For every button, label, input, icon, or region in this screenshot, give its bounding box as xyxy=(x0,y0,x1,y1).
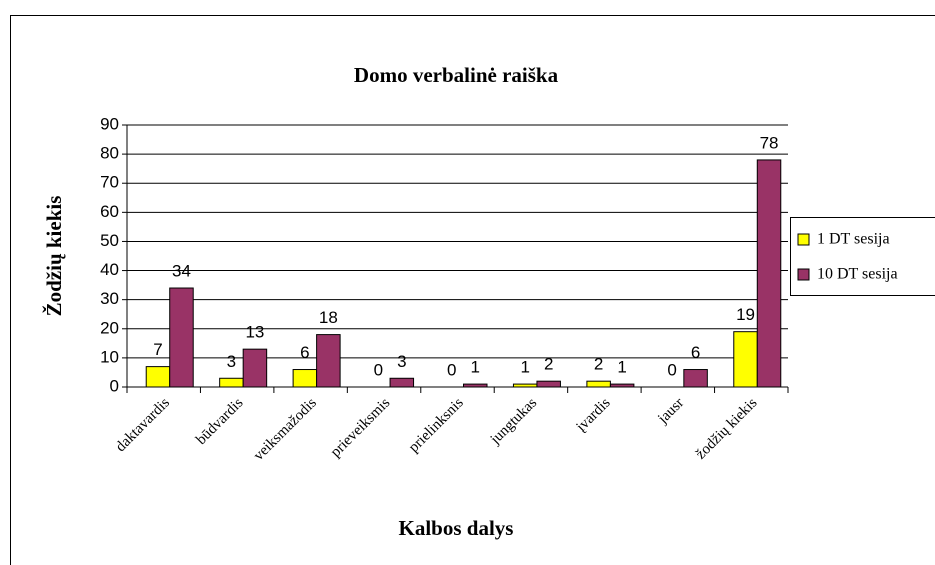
data-label: 78 xyxy=(760,133,779,152)
data-label: 2 xyxy=(594,355,603,374)
data-label: 13 xyxy=(245,323,264,342)
bar xyxy=(169,287,194,388)
data-label: 2 xyxy=(544,355,553,374)
legend-label: 10 DT sesija xyxy=(817,266,898,283)
bar xyxy=(316,334,341,388)
legend-label: 1 DT sesija xyxy=(817,231,890,248)
data-label: 0 xyxy=(374,360,383,379)
bar xyxy=(609,383,635,388)
data-label: 6 xyxy=(300,343,309,362)
data-label: 1 xyxy=(471,358,480,377)
data-label: 34 xyxy=(172,262,191,281)
y-tick-label: 0 xyxy=(110,376,119,395)
data-label: 1 xyxy=(617,358,626,377)
bar xyxy=(292,369,318,388)
data-label: 3 xyxy=(397,352,406,371)
y-tick-label: 50 xyxy=(100,231,119,250)
data-label: 0 xyxy=(667,360,676,379)
bar xyxy=(683,369,708,388)
data-label: 3 xyxy=(227,352,236,371)
y-tick-label: 60 xyxy=(100,202,119,221)
chart-title: Domo verbalinė raiška xyxy=(354,63,559,87)
y-tick-label: 90 xyxy=(100,114,119,133)
data-label: 7 xyxy=(153,340,162,359)
bar xyxy=(463,383,488,388)
bar xyxy=(389,377,415,388)
bar xyxy=(586,380,611,388)
bar xyxy=(242,348,268,388)
data-label: 18 xyxy=(319,308,338,327)
y-tick-label: 80 xyxy=(100,144,119,163)
y-tick-label: 70 xyxy=(100,173,119,192)
data-label: 6 xyxy=(691,343,700,362)
legend-swatch xyxy=(797,233,810,246)
bar xyxy=(756,159,782,388)
x-axis-label: Kalbos dalys xyxy=(399,516,514,540)
legend xyxy=(790,217,935,296)
y-tick-label: 20 xyxy=(100,318,119,337)
y-tick-label: 10 xyxy=(100,347,119,366)
bar xyxy=(219,377,244,388)
y-tick-label: 30 xyxy=(100,289,119,308)
bar xyxy=(733,331,758,388)
data-label: 1 xyxy=(520,358,529,377)
y-tick-label: 40 xyxy=(100,260,119,279)
bar xyxy=(512,383,538,388)
bar xyxy=(145,366,171,388)
data-label: 0 xyxy=(447,360,456,379)
bar xyxy=(536,380,561,388)
data-label: 19 xyxy=(736,305,755,324)
legend-swatch xyxy=(797,268,810,281)
y-axis-label: Žodžių kiekis xyxy=(42,196,66,317)
